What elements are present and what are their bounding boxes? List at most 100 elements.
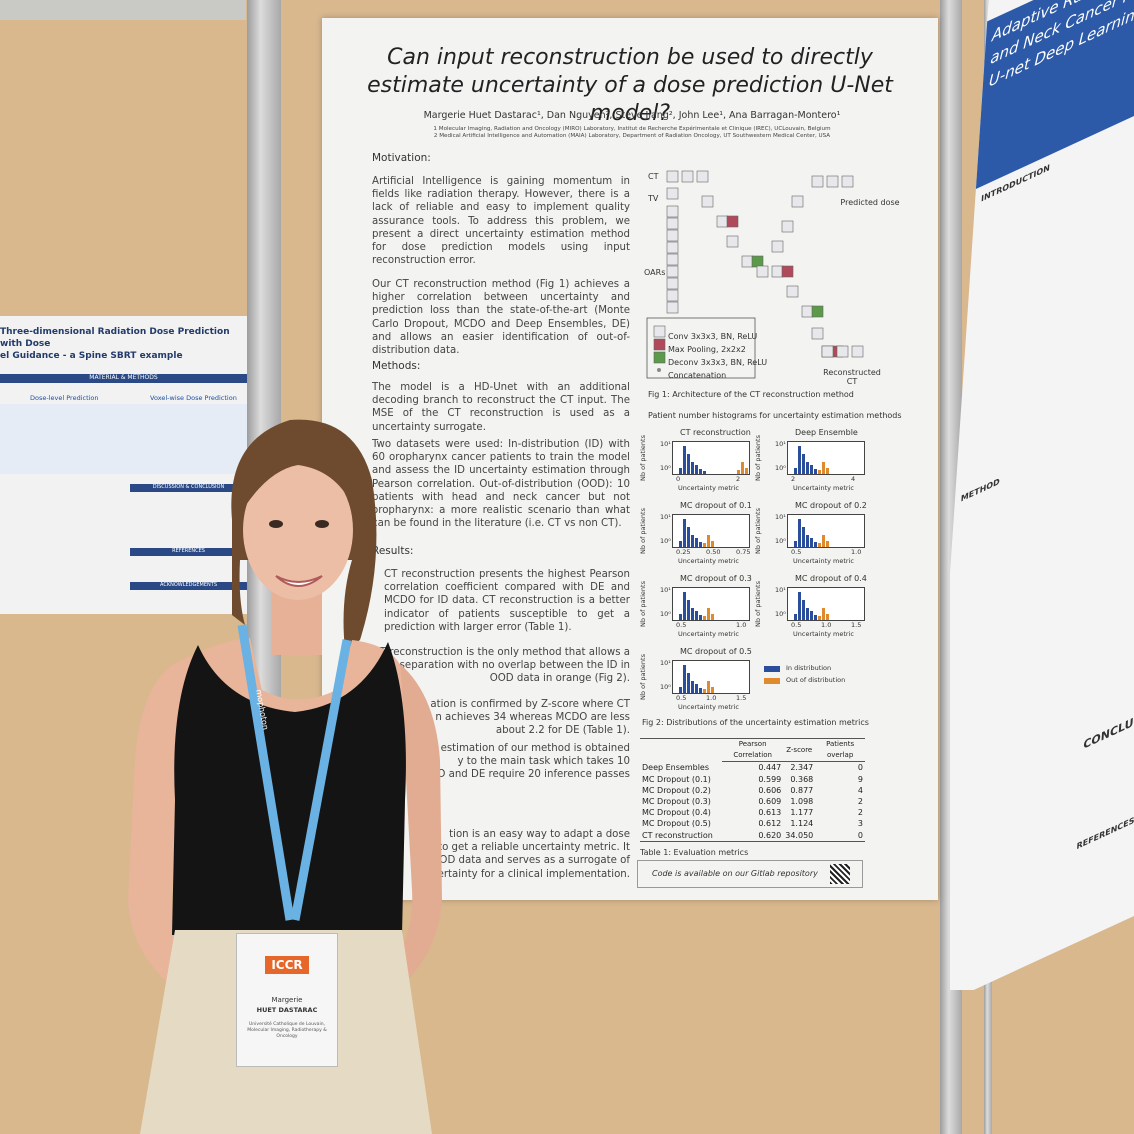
- row-label: MC Dropout (0.4): [642, 808, 711, 818]
- histogram-bar: [814, 469, 817, 474]
- layer-block: [666, 170, 679, 183]
- x-tick-label: 1.0: [821, 621, 832, 629]
- layer-block: [666, 205, 679, 218]
- y-tick-label: 10¹: [775, 513, 786, 521]
- layer-block: [781, 220, 794, 233]
- table-row: MC Dropout (0.3) 0.609 1.098 2: [640, 796, 865, 807]
- table-cell: 0.613: [758, 808, 782, 818]
- layer-block: [666, 187, 679, 200]
- row-label: MC Dropout (0.2): [642, 785, 711, 795]
- paragraph-fragment: lear separation with no overlap between …: [376, 660, 630, 672]
- table-row: MC Dropout (0.1) 0.599 0.368 9: [640, 774, 865, 785]
- y-tick-label: 10⁰: [660, 537, 671, 545]
- layer-block: [666, 301, 679, 314]
- histogram-bar: [802, 454, 805, 474]
- histogram-bar: [679, 468, 682, 474]
- plot-frame: [787, 441, 865, 475]
- histogram-bar: [679, 541, 682, 547]
- histogram-bar-ood: [822, 462, 825, 474]
- x-axis-label: Uncertainty metric: [793, 484, 854, 492]
- histogram-bar: [679, 614, 682, 620]
- title-line: el Guidance - a Spine SBRT example: [0, 351, 183, 361]
- table-row: MC Dropout (0.5) 0.612 1.124 3: [640, 818, 865, 829]
- x-axis-label: Uncertainty metric: [793, 630, 854, 638]
- histogram-bar: [699, 615, 702, 620]
- section-heading: Motivation:: [372, 152, 431, 164]
- paragraph-fragment: n achieves 34 whereas MCDO are less: [435, 712, 630, 724]
- x-axis-label: Uncertainty metric: [678, 484, 739, 492]
- histogram-bar: [810, 611, 813, 620]
- table-cell: 0.620: [758, 830, 782, 840]
- hair-front: [246, 455, 352, 505]
- layer-block: [696, 170, 709, 183]
- section-header: REFERENCES: [130, 548, 247, 556]
- layer-block: [826, 175, 839, 188]
- x-tick-label: 0.25: [676, 548, 691, 556]
- legend-label: Conv 3x3x3, BN, ReLU: [668, 332, 758, 341]
- layer-block: [666, 253, 679, 266]
- plot-title: MC dropout of 0.4: [795, 574, 867, 583]
- layer-block: [851, 345, 864, 358]
- main-poster: Can input reconstruction be used to dire…: [322, 18, 938, 900]
- histogram-bar: [794, 541, 797, 547]
- lanyard: [290, 639, 352, 921]
- layer-block: [666, 241, 679, 254]
- histogram-bar: [806, 462, 809, 474]
- paragraph-fragment: tion is an easy way to adapt a dose: [449, 829, 630, 840]
- face: [243, 460, 353, 600]
- table-cell: 34.050: [785, 830, 814, 840]
- histogram-bar-ood: [822, 608, 825, 620]
- histogram-bar: [683, 592, 686, 620]
- eye: [315, 520, 329, 528]
- histogram-bar: [798, 592, 801, 620]
- table-cell: 9: [857, 774, 863, 784]
- histogram-bar: [695, 465, 698, 474]
- histogram-bar-ood: [703, 616, 706, 620]
- plot-title: MC dropout of 0.1: [680, 501, 752, 510]
- histogram-bar: [687, 454, 690, 474]
- y-tick-label: 10⁰: [775, 537, 786, 545]
- lanyard: [237, 624, 295, 921]
- histogram-bar: [703, 471, 706, 474]
- histogram-bar-ood: [745, 468, 748, 474]
- table-header: Patients overlap: [815, 739, 865, 763]
- table-cell: 2: [857, 808, 863, 818]
- x-tick-label: 1.0: [706, 694, 717, 702]
- layer-block: [726, 215, 739, 228]
- paragraph: CT reconstruction presents the highest P…: [384, 569, 630, 633]
- table-cell: 2: [857, 797, 863, 807]
- plot-title: MC dropout of 0.3: [680, 574, 752, 583]
- left-poster: Three-dimensional Radiation Dose Predict…: [0, 316, 247, 614]
- results-table: Pearson Correlation Z-score Patients overl…: [640, 739, 865, 841]
- x-tick-label: 0.5: [791, 621, 802, 629]
- plot-frame: [672, 441, 750, 475]
- plot-title: MC dropout of 0.2: [795, 501, 867, 510]
- panel-label: Voxel-wise Dose Prediction: [150, 394, 237, 402]
- badge-first-name: Margerie: [271, 996, 303, 1004]
- histogram-bar: [691, 681, 694, 693]
- poster-title: Can input reconstruction be used to dire…: [367, 45, 893, 126]
- legend-label: Out of distribution: [786, 676, 846, 684]
- histogram-bar: [683, 665, 686, 693]
- row-label: CT reconstruction: [642, 830, 713, 840]
- table-row: MC Dropout (0.2) 0.606 0.877 4: [640, 785, 865, 796]
- layer-block: [771, 240, 784, 253]
- histogram-bar: [814, 542, 817, 547]
- input-label: CT: [648, 172, 659, 181]
- title-line: Three-dimensional Radiation Dose Predict…: [0, 327, 230, 349]
- paragraph: Our CT reconstruction method (Fig 1) ach…: [372, 279, 630, 357]
- paragraph-fragment: DO and DE require 20 inference passes: [429, 769, 630, 781]
- table-cell: 0.877: [790, 785, 814, 795]
- layer-block: [701, 195, 714, 208]
- figure-area: [0, 404, 247, 474]
- histogram-bar-ood: [826, 468, 829, 474]
- table-header: Pearson Correlation: [722, 739, 784, 763]
- code-box: Code is available on our Gitlab reposito…: [637, 860, 863, 888]
- paragraph-fragment: ct OOD data and serves as a surrogate of: [418, 855, 630, 867]
- x-tick-label: 0.50: [706, 548, 721, 556]
- input-label: TV: [648, 194, 659, 203]
- layer-block: [726, 235, 739, 248]
- legend-label: Concatenation: [668, 371, 727, 380]
